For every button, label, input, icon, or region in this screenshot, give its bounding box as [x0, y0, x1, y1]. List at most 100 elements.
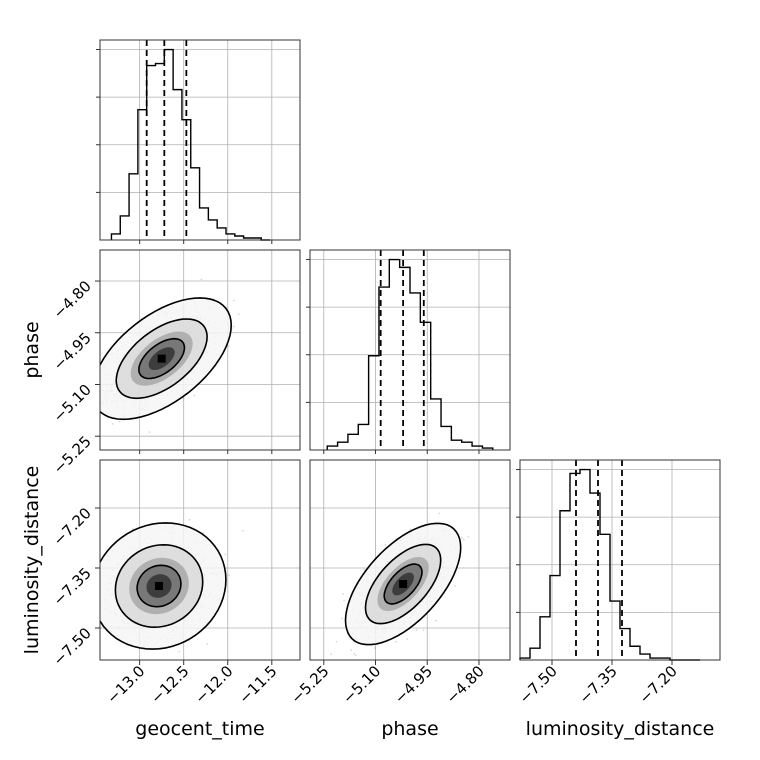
joint-content: [87, 518, 244, 653]
scatter-point: [461, 536, 463, 539]
scatter-point: [422, 629, 425, 632]
scatter-point: [438, 512, 441, 515]
scatter-point: [467, 536, 470, 538]
scatter-point: [98, 392, 100, 394]
scatter-point: [96, 629, 98, 631]
histogram-step: [110, 48, 271, 241]
y-tick-label: −7.20: [50, 504, 95, 549]
contour-line: [100, 522, 227, 650]
contour-line: [344, 522, 462, 646]
scatter-point: [202, 532, 205, 534]
contour-line: [383, 563, 423, 605]
scatter-point: [94, 395, 96, 397]
scatter-point: [83, 432, 85, 434]
scatter-point: [241, 529, 244, 532]
scatter-point: [435, 619, 437, 622]
scatter-point: [330, 653, 333, 656]
scatter-point: [354, 654, 357, 657]
histogram-step: [326, 258, 494, 450]
scatter-point: [87, 587, 89, 589]
scatter-point: [341, 617, 343, 620]
y-axis-label: luminosity_distance: [21, 466, 43, 655]
x-tick-label: −5.25: [287, 662, 332, 707]
scatter-point: [395, 640, 397, 643]
x-tick-label: −4.95: [391, 662, 436, 707]
x-tick-label: −13.0: [103, 662, 148, 707]
scatter-point: [409, 528, 412, 531]
y-tick-label: −5.25: [50, 432, 95, 477]
scatter-point: [454, 585, 456, 588]
y-tick-label: −4.95: [50, 329, 95, 374]
contour-line: [115, 318, 208, 400]
scatter-point: [406, 638, 409, 640]
scatter-point: [131, 527, 134, 530]
scatter-point: [148, 431, 151, 434]
scatter-point: [415, 628, 418, 631]
panel-border: [99, 459, 301, 661]
scatter-point: [200, 278, 203, 281]
x-tick-label: −7.35: [576, 662, 621, 707]
scatter-point: [193, 394, 196, 397]
scatter-point: [462, 538, 465, 541]
scatter-point: [353, 653, 355, 655]
joint-content: [83, 278, 240, 450]
contour-line: [114, 543, 204, 629]
contour-line: [364, 543, 442, 625]
scatter-point: [237, 313, 240, 315]
contour-line: [138, 337, 186, 380]
histogram-step: [519, 468, 700, 661]
scatter-point: [178, 650, 181, 653]
x-tick-label: −7.50: [516, 662, 561, 707]
scatter-point: [363, 568, 366, 571]
panel-geocent_time-vs-phase: [83, 249, 301, 451]
scatter-point: [94, 574, 96, 576]
scatter-point: [350, 649, 353, 651]
panel-hist-phase: [306, 249, 511, 451]
x-tick-label: −4.80: [443, 662, 488, 707]
panel-border: [99, 249, 301, 451]
scatter-point: [188, 518, 191, 521]
x-tick-label: −11.5: [235, 662, 280, 707]
panel-border: [99, 39, 301, 241]
panel-geocent_time-vs-luminosity_distance: [87, 459, 301, 661]
scatter-point: [343, 599, 345, 602]
scatter-point: [182, 397, 185, 400]
density-peak: [399, 580, 408, 588]
x-tick-label: −7.20: [636, 662, 681, 707]
y-tick-label: −5.10: [50, 381, 95, 426]
x-tick-label: −12.0: [191, 662, 236, 707]
scatter-point: [89, 597, 91, 599]
contour-line: [100, 297, 233, 421]
panel-border: [309, 459, 511, 661]
x-tick-label: −12.5: [147, 662, 192, 707]
scatter-point: [97, 391, 99, 393]
scatter-point: [228, 345, 230, 348]
y-tick-label: −7.35: [50, 564, 95, 609]
panel-border: [309, 249, 511, 451]
joint-content: [330, 512, 470, 657]
density-peak: [157, 354, 166, 363]
scatter-point: [233, 299, 235, 302]
x-axis-label: geocent_time: [135, 718, 264, 740]
scatter-point: [384, 543, 387, 546]
y-tick-label: −7.50: [50, 624, 95, 669]
contour-line: [136, 564, 182, 608]
density-peak: [155, 582, 164, 590]
y-axis-label: phase: [21, 321, 43, 378]
panel-background: [520, 460, 720, 660]
panel-hist-luminosity_distance: [516, 459, 721, 661]
panel-border: [519, 459, 721, 661]
scatter-point: [118, 420, 121, 423]
x-axis-label: phase: [381, 718, 438, 740]
scatter-point: [374, 647, 376, 650]
scatter-point: [111, 423, 114, 425]
scatter-point: [224, 553, 227, 556]
x-tick-label: −5.10: [339, 662, 384, 707]
scatter-point: [342, 593, 345, 595]
scatter-point: [228, 574, 231, 577]
panel-background: [100, 40, 300, 240]
panel-hist-geocent_time: [96, 39, 301, 241]
panel-phase-vs-luminosity_distance: [309, 459, 511, 661]
